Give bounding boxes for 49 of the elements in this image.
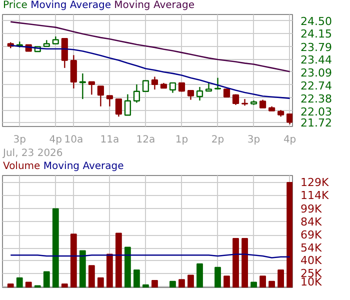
x-tick-label: 1p [175,134,188,146]
candlestick [169,82,176,94]
y-tick-label: 22.38 [300,92,332,106]
y-tick-label: 24.50 [300,14,332,28]
line-series [10,21,290,72]
y-tick-label: 129K [300,176,330,189]
candlestick [241,98,248,106]
text: Moving Average [30,0,111,11]
candlestick [61,38,68,69]
y-tick-label: 99K [300,202,322,216]
candlestick [88,81,95,96]
candlestick [286,113,292,125]
candlestick [187,90,194,100]
text: Volume [3,161,40,172]
text: Moving Average [114,0,195,11]
y-tick-label: 21.72 [300,116,332,130]
y-tick-label: 23.09 [300,66,332,80]
y-tick-label: 24.15 [300,28,332,41]
y-tick-label: 22.03 [300,105,332,118]
y-tick-label: 23.79 [300,40,332,54]
x-tick-label: 4p [49,134,62,146]
y-tick-label: 23.44 [300,54,332,67]
text: Jul, 23 2026 [3,148,63,160]
candlestick [115,98,122,118]
candlestick [79,72,86,100]
candlestick [196,86,204,102]
x-tick-label: 2p [211,134,224,146]
candlestick [70,54,77,90]
y-tick-label: 84K [300,215,322,228]
x-tick-label: 11a [100,134,120,146]
y-tick-label: 54K [300,242,322,255]
y-tick-label: 69K [300,228,322,242]
candlestick [133,84,140,104]
text: Moving Average [43,161,124,172]
text: Price [3,0,28,11]
x-tick-label: 3p [247,134,260,146]
y-tick-label: 10K [300,276,322,288]
candlestick [97,86,104,107]
candlestick [142,80,149,92]
x-tick-label: 10a [64,134,84,146]
y-tick-label: 114K [300,189,330,202]
x-tick-label: 3p [13,134,26,146]
x-tick-label: 12a [136,134,156,146]
y-tick-label: 40K [300,254,322,267]
x-tick-label: 4p [283,134,296,146]
candlestick [106,94,113,107]
y-tick-label: 22.74 [300,79,332,92]
candlestick [151,76,158,90]
candlestick [124,94,131,116]
